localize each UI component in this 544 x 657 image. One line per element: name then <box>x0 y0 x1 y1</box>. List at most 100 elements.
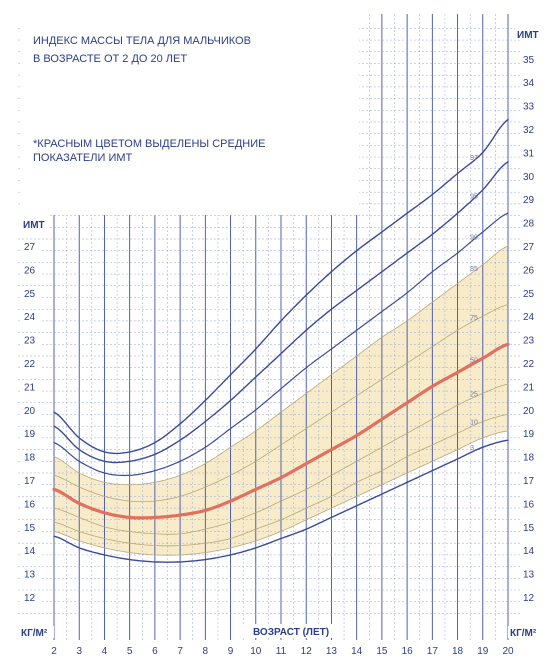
percentile-band <box>54 246 508 556</box>
chart-title-line-2: В ВОЗРАСТЕ ОТ 2 ДО 20 ЛЕТ <box>33 53 187 65</box>
info-panel <box>22 14 359 215</box>
y-tick-label-right: 13 <box>523 570 535 581</box>
y-tick-label-right: 33 <box>523 102 535 113</box>
percentile-label: 3 <box>470 445 474 452</box>
y-tick-bg-right <box>521 591 541 603</box>
y-tick-bg-right <box>521 497 541 510</box>
y-tick-bg-left <box>20 427 40 440</box>
y-tick-bg-right <box>521 567 541 580</box>
y-tick-label-right: 19 <box>523 429 535 440</box>
y-tick-label-left: 25 <box>24 289 36 300</box>
y-tick-label-left: 22 <box>24 359 36 370</box>
series-line-p5 <box>53 430 509 556</box>
x-tick-label: 7 <box>177 646 183 657</box>
series-line-p25 <box>53 383 509 535</box>
y-tick-bg-left <box>20 403 40 416</box>
y-tick-label-left: 12 <box>24 593 36 604</box>
y-tick-bg-left <box>20 263 40 276</box>
y-tick-bg-left <box>20 240 40 252</box>
x-tick-label: 8 <box>203 646 209 657</box>
y-tick-label-right: 26 <box>523 265 535 276</box>
y-tick-label-right: 34 <box>523 78 535 89</box>
x-tick-label: 15 <box>376 646 388 657</box>
x-axis-strip <box>0 641 544 657</box>
ylabel-left: ИМТ <box>23 220 45 231</box>
xlabel-bg <box>243 624 339 638</box>
y-tick-bg-right <box>521 403 541 416</box>
y-tick-bg-right <box>521 76 541 89</box>
y-tick-label-right: 25 <box>523 289 535 300</box>
x-tick-label: 2 <box>51 646 57 657</box>
y-tick-label-right: 24 <box>523 312 535 323</box>
y-tick-bg-left <box>20 357 40 369</box>
series-line-p50 <box>52 342 510 520</box>
unit-right: КГ/М² <box>510 628 537 639</box>
y-tick-bg-right <box>521 99 541 112</box>
y-tick-label-right: 32 <box>523 125 535 136</box>
y-tick-bg-left <box>20 474 40 486</box>
y-tick-label-right: 29 <box>523 195 535 206</box>
y-tick-label-right: 35 <box>523 55 535 66</box>
chart-note-line-2: ПОКАЗАТЕЛИ ИМТ <box>33 152 133 164</box>
y-tick-bg-left <box>20 520 40 533</box>
y-tick-bg-right <box>521 427 541 440</box>
percentile-label: 97 <box>470 155 478 162</box>
y-tick-bg-right <box>521 544 541 557</box>
y-tick-bg-right <box>521 333 541 346</box>
y-tick-label-left: 26 <box>24 265 36 276</box>
y-tick-label-left: 27 <box>24 242 36 253</box>
y-tick-bg-left <box>20 591 40 603</box>
series-line-p90 <box>53 212 509 477</box>
y-tick-label-right: 20 <box>523 406 535 417</box>
series-line-p75 <box>53 304 509 502</box>
x-tick-label: 16 <box>402 646 414 657</box>
ylabel-right-bg <box>515 28 543 40</box>
y-tick-bg-right <box>521 123 541 135</box>
y-tick-bg-right <box>521 474 541 486</box>
y-tick-bg-left <box>20 380 40 393</box>
y-tick-bg-right <box>521 357 541 369</box>
x-tick-label: 12 <box>301 646 313 657</box>
xlabel: ВОЗРАСТ (ЛЕТ) <box>253 627 329 638</box>
x-tick-label: 6 <box>152 646 158 657</box>
y-tick-label-left: 15 <box>24 523 36 534</box>
x-tick-label: 14 <box>351 646 363 657</box>
chart-title-line-1: ИНДЕКС МАССЫ ТЕЛА ДЛЯ МАЛЬЧИКОВ <box>33 35 251 47</box>
y-tick-label-right: 16 <box>523 499 535 510</box>
percentile-label: 10 <box>470 419 478 426</box>
tick-labels: 2 3 4 5 6 7 8 9 10 11 12 13 14 15 16 17 18 19 201213141516… <box>20 52 541 657</box>
chart-note-line-1: *КРАСНЫМ ЦВЕТОМ ВЫДЕЛЕНЫ СРЕДНИЕ <box>33 138 265 150</box>
y-tick-label-right: 12 <box>523 593 535 604</box>
y-tick-label-right: 17 <box>523 476 535 487</box>
unit-right-bg <box>508 626 544 638</box>
y-tick-bg-right <box>521 240 541 252</box>
y-tick-label-right: 15 <box>523 523 535 534</box>
percentile-label: 50 <box>470 357 478 364</box>
y-tick-bg-right <box>521 310 541 323</box>
y-tick-label-right: 14 <box>523 546 535 557</box>
x-tick-label: 9 <box>228 646 234 657</box>
x-tick-label: 11 <box>276 646 287 657</box>
y-tick-bg-left <box>20 544 40 557</box>
y-tick-label-right: 21 <box>523 382 535 393</box>
y-tick-label-left: 16 <box>24 499 36 510</box>
y-tick-bg-right <box>521 169 541 182</box>
y-tick-label-right: 27 <box>523 242 535 253</box>
ylabel-left-bg <box>20 218 46 230</box>
series-line-p95 <box>53 161 509 464</box>
y-tick-label-left: 19 <box>24 429 36 440</box>
percentile-curves <box>52 118 510 563</box>
y-tick-bg-right <box>521 286 541 299</box>
x-tick-label: 4 <box>102 646 108 657</box>
series-line-p97 <box>53 118 509 455</box>
x-tick-label: 3 <box>76 646 82 657</box>
y-tick-label-left: 13 <box>24 570 36 581</box>
x-tick-label: 20 <box>502 646 514 657</box>
y-tick-label-right: 22 <box>523 359 535 370</box>
percentile-labels: 3 10 25 50 75 85 90 95 97 <box>470 155 478 452</box>
y-tick-label-left: 24 <box>24 312 36 323</box>
y-tick-bg-left <box>20 310 40 323</box>
x-tick-label: 13 <box>326 646 338 657</box>
series-line-p10 <box>53 414 509 547</box>
y-tick-label-left: 18 <box>24 453 36 464</box>
